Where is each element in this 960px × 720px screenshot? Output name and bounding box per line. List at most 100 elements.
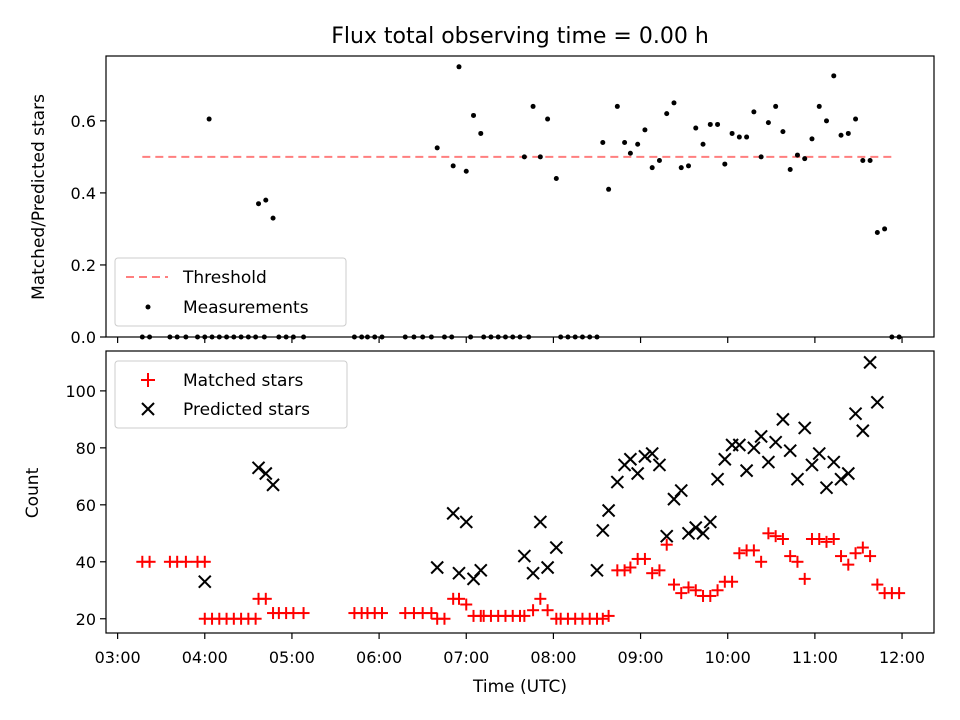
measurement-point bbox=[671, 100, 677, 106]
matched-star-point bbox=[425, 607, 438, 620]
predicted-star-point bbox=[540, 560, 555, 575]
x-tick-label: 10:00 bbox=[705, 648, 751, 667]
measurement-point bbox=[693, 125, 699, 131]
top-legend: Threshold Measurements bbox=[114, 257, 347, 327]
measurement-point bbox=[831, 73, 837, 79]
predicted-star-point bbox=[819, 481, 834, 495]
predicted-star-point bbox=[776, 412, 790, 427]
bottom-y-tick-label: 20 bbox=[76, 610, 96, 629]
bottom-y-axis-label: Count bbox=[23, 467, 43, 518]
measurement-point bbox=[809, 136, 815, 142]
matched-star-point bbox=[762, 527, 775, 540]
measurement-point bbox=[256, 201, 262, 207]
top-axes: 0.0 0.2 0.4 0.6 Matched/Predicted stars bbox=[29, 55, 935, 347]
bottom-x-ticks: 03:00 04:00 05:00 06:00 07:00 08:00 09:00 10:00… bbox=[95, 633, 925, 667]
measurement-point bbox=[744, 134, 750, 140]
matched-star-point bbox=[287, 607, 300, 620]
x-tick-label: 11:00 bbox=[792, 648, 838, 667]
matched-star-point bbox=[711, 584, 724, 597]
measurement-point bbox=[635, 141, 641, 147]
top-axes-frame bbox=[105, 55, 935, 338]
measurement-point bbox=[530, 103, 536, 109]
matched-star-point bbox=[871, 578, 884, 591]
matched-star-point bbox=[618, 564, 631, 577]
measurement-point bbox=[622, 139, 628, 145]
measurement-point bbox=[787, 166, 793, 172]
matched-star-point bbox=[733, 547, 746, 560]
measurement-point bbox=[751, 109, 757, 115]
matched-star-point bbox=[893, 587, 906, 600]
measurement-point bbox=[450, 163, 456, 169]
bottom-axes: 20 40 60 80 100 03:00 04:00 05:00 06:00 07:00 08:… bbox=[23, 350, 935, 697]
measurement-point bbox=[263, 197, 269, 203]
legend-matched-swatch bbox=[141, 373, 155, 387]
predicted-star-point bbox=[812, 446, 826, 461]
measurement-point bbox=[729, 130, 735, 136]
bottom-legend-frame bbox=[114, 360, 348, 429]
measurement-point bbox=[845, 130, 851, 136]
matched-star-point bbox=[259, 592, 272, 605]
x-tick-label: 09:00 bbox=[618, 648, 664, 667]
matched-star-point bbox=[660, 538, 673, 551]
measurement-point bbox=[463, 168, 469, 174]
predicted-star-point bbox=[739, 463, 754, 478]
matched-star-point bbox=[179, 555, 192, 568]
predicted-star-point bbox=[623, 452, 638, 466]
matched-star-point bbox=[842, 558, 855, 571]
measurement-point bbox=[722, 161, 728, 167]
measurement-point bbox=[715, 121, 721, 127]
measurement-point bbox=[664, 111, 670, 117]
measurement-point bbox=[700, 141, 706, 147]
predicted-star-point bbox=[446, 506, 460, 521]
legend-threshold-label: Threshold bbox=[182, 268, 267, 288]
measurement-point bbox=[678, 165, 684, 171]
predicted-star-point bbox=[718, 452, 732, 466]
legend-predicted-swatch bbox=[141, 402, 155, 416]
measurement-point bbox=[600, 139, 606, 145]
legend-matched-label: Matched stars bbox=[183, 371, 303, 391]
predicted-star-point bbox=[674, 483, 688, 498]
bottom-y-tick-label: 80 bbox=[76, 439, 96, 458]
predicted-star-point bbox=[601, 503, 616, 518]
measurement-point bbox=[780, 129, 786, 135]
matched-star-point bbox=[813, 533, 826, 545]
matched-star-point bbox=[849, 547, 862, 560]
predicted-star-point bbox=[533, 515, 548, 529]
matched-star-point bbox=[297, 607, 310, 620]
matched-star-point bbox=[667, 578, 680, 591]
measurement-point bbox=[606, 186, 612, 192]
matched-star-point bbox=[682, 581, 695, 594]
measurement-point bbox=[206, 116, 212, 122]
matched-star-point bbox=[755, 555, 768, 568]
matched-star-point bbox=[820, 535, 833, 548]
top-legend-frame bbox=[114, 257, 347, 327]
bottom-axes-frame bbox=[105, 350, 935, 634]
matched-star-point bbox=[835, 550, 848, 563]
measurement-point bbox=[824, 118, 830, 124]
top-y-tick-label: 0.2 bbox=[71, 256, 96, 275]
predicted-star-point bbox=[430, 560, 444, 575]
measurement-point bbox=[642, 127, 648, 133]
x-tick-label: 03:00 bbox=[95, 648, 141, 667]
matched-star-point bbox=[646, 567, 659, 580]
legend-measurements-swatch bbox=[145, 304, 151, 310]
x-tick-label: 04:00 bbox=[182, 648, 228, 667]
predicted-star-point bbox=[259, 466, 273, 481]
predicted-star-point bbox=[754, 429, 768, 444]
matched-star-point bbox=[791, 555, 804, 568]
predicted-star-point bbox=[660, 529, 674, 543]
measurement-point bbox=[773, 103, 779, 109]
matched-star-point bbox=[653, 564, 666, 577]
measurement-point bbox=[471, 112, 477, 118]
measurement-point bbox=[882, 226, 888, 232]
predicted-star-point bbox=[630, 466, 645, 481]
matched-star-point bbox=[452, 592, 465, 605]
matched-star-point bbox=[798, 572, 811, 585]
measurement-point bbox=[802, 156, 808, 162]
measurement-point bbox=[553, 175, 559, 181]
predicted-star-point bbox=[681, 526, 696, 541]
bottom-legend: Matched stars Predicted stars bbox=[114, 360, 348, 429]
measurement-point bbox=[707, 121, 713, 127]
measurement-point bbox=[434, 145, 440, 151]
bottom-y-tick-label: 60 bbox=[76, 496, 96, 515]
